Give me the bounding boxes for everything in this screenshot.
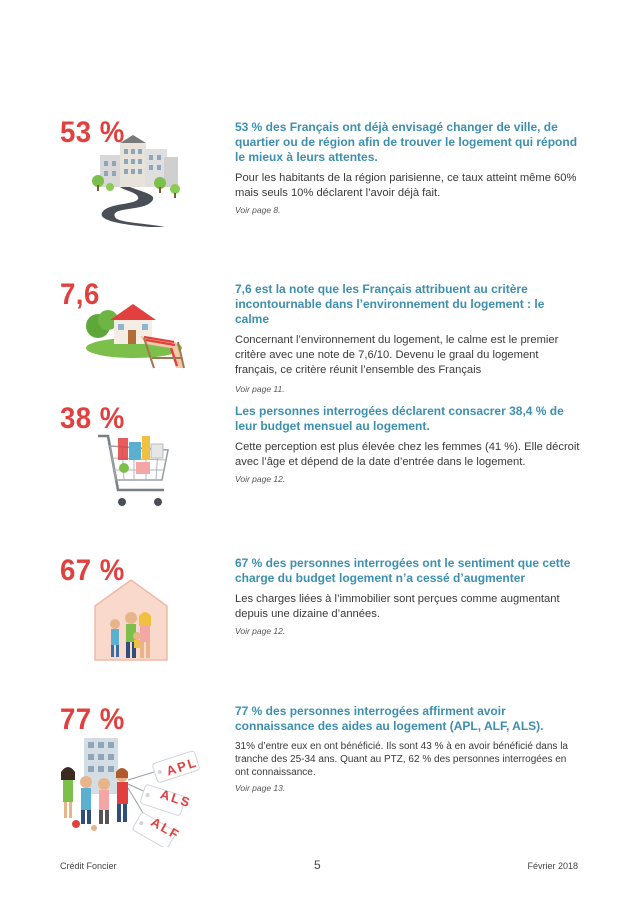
shopping-cart-illustration [98,434,169,506]
footer-left: Crédit Foncier [60,861,117,871]
stat-value: 77 % [60,703,125,736]
page-reference: Voir page 13. [235,783,286,793]
stat-value: 7,6 [60,278,100,311]
page-number: 5 [314,858,321,872]
page-reference: Voir page 12. [235,474,286,484]
house-deckchair-illustration [86,304,185,369]
stat-value: 67 % [60,554,125,587]
city-road-illustration [92,135,180,227]
footer-right: Février 2018 [527,861,578,871]
stat-headline: 53 % des Français ont déjà envisagé chan… [235,120,578,164]
stat-description: Cette perception est plus élevée chez le… [235,441,580,468]
stat-value: 53 % [60,116,125,149]
stat-description: Pour les habitants de la région parisien… [235,172,577,199]
stat-headline: 7,6 est la note que les Français attribu… [235,282,545,326]
stat-description: Les charges liées à l’immobilier sont pe… [235,593,560,620]
page-reference: Voir page 11. [235,384,285,394]
stat-headline: 67 % des personnes interrogées ont le se… [235,556,571,585]
family-house-illustration [94,579,168,661]
stat-description: Concernant l’environnement du logement, … [235,334,559,376]
stat-headline: 77 % des personnes interrogées affirment… [235,704,544,733]
stat-headline: Les personnes interrogées déclarent cons… [235,404,564,433]
stat-description: 31% d’entre eux en ont bénéficié. Ils so… [235,741,568,778]
page-reference: Voir page 12. [235,626,286,636]
stat-value: 38 % [60,402,125,435]
page-reference: Voir page 8. [235,205,281,215]
family-aid-tags-illustration [61,738,200,847]
